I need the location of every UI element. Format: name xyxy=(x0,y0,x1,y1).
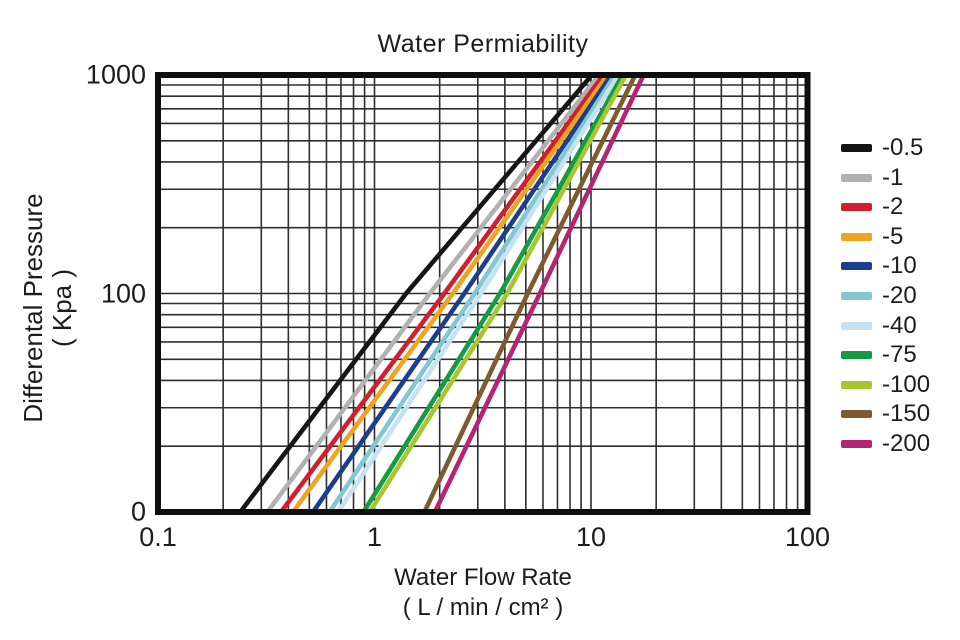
x-axis-title-line1: Water Flow Rate xyxy=(394,564,572,591)
legend-label: -20 xyxy=(882,282,917,309)
series-line--150 xyxy=(422,75,638,512)
series-line--200 xyxy=(432,75,646,512)
legend-item--10: -10 xyxy=(841,252,917,280)
series-line--5 xyxy=(291,75,610,512)
legend-label: -40 xyxy=(882,311,917,339)
legend-item--2: -2 xyxy=(841,193,904,221)
y-tick-label-0: 0 xyxy=(130,496,146,527)
legend-item--200: -200 xyxy=(841,430,931,457)
x-tick-label-0.1: 0.1 xyxy=(139,522,177,552)
y-tick-label-100: 100 xyxy=(100,278,146,308)
series-line--1 xyxy=(265,75,601,512)
series-line--10 xyxy=(311,75,614,512)
legend-item--150: -150 xyxy=(841,400,931,428)
series-line--100 xyxy=(367,75,628,512)
legend-item--0.5: -0.5 xyxy=(841,134,924,161)
legend-item--1: -1 xyxy=(841,163,904,191)
legend-label: -2 xyxy=(882,193,904,221)
legend-label: -1 xyxy=(882,163,904,191)
legend-label: -5 xyxy=(882,222,904,250)
legend-swatch-icon xyxy=(841,173,872,182)
legend-swatch-icon xyxy=(841,232,872,241)
legend-swatch-icon xyxy=(841,203,872,212)
legend-label: -75 xyxy=(882,341,917,369)
x-axis-title-line2: ( L / min / cm² ) xyxy=(402,594,564,621)
legend-swatch-icon xyxy=(841,144,872,152)
legend-swatch-icon xyxy=(841,351,872,360)
legend-label: -10 xyxy=(882,252,917,280)
x-axis-title: Water Flow Rate ( L / min / cm² ) xyxy=(158,563,808,623)
legend-label: -100 xyxy=(882,370,931,398)
legend-swatch-icon xyxy=(841,440,872,448)
legend-swatch-icon xyxy=(841,410,872,419)
legend-swatch-icon xyxy=(841,321,872,330)
x-tick-label-1: 1 xyxy=(366,522,383,552)
series-line--20 xyxy=(327,75,617,512)
series-line--75 xyxy=(361,75,625,512)
x-tick-label-100: 100 xyxy=(784,522,831,552)
y-tick-label-1000: 1000 xyxy=(85,59,146,90)
series-line--0.5 xyxy=(238,75,594,512)
series-line--40 xyxy=(336,75,621,512)
legend-label: -200 xyxy=(882,430,931,457)
plot-frame xyxy=(155,72,811,515)
legend-swatch-icon xyxy=(841,262,872,271)
legend-swatch-icon xyxy=(841,292,872,300)
legend-label: -150 xyxy=(882,400,931,428)
legend-item--40: -40 xyxy=(841,311,917,339)
legend-item--5: -5 xyxy=(841,222,904,250)
series-line--2 xyxy=(279,75,606,512)
legend-item--75: -75 xyxy=(841,341,917,369)
legend-item--100: -100 xyxy=(841,370,931,398)
legend-item--20: -20 xyxy=(841,282,917,309)
legend-swatch-icon xyxy=(841,380,872,389)
legend-label: -0.5 xyxy=(882,134,924,161)
chart-title: Water Permiability xyxy=(377,30,589,58)
x-tick-label-10: 10 xyxy=(575,522,607,552)
